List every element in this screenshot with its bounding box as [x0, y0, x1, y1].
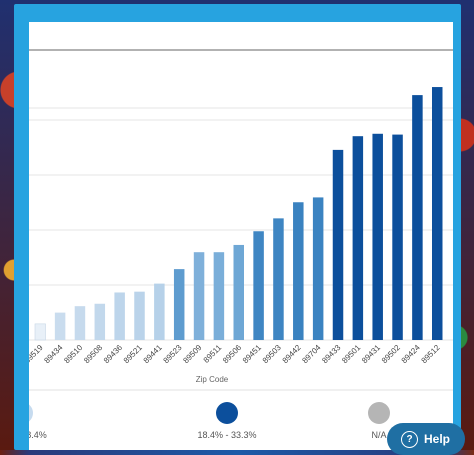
x-tick-label: 89442: [281, 343, 303, 365]
bar-89431: [372, 133, 383, 340]
x-tick-label: 89523: [162, 343, 184, 365]
x-tick-label: 89704: [300, 343, 322, 365]
x-axis-label: Zip Code: [196, 375, 229, 384]
legend-label-na: N/A: [371, 430, 387, 440]
bar-89436: [114, 292, 125, 340]
bar-89519: [34, 323, 46, 341]
bar-89433: [332, 149, 344, 340]
legend-dot-high: [216, 402, 238, 424]
x-tick-label: 89502: [380, 343, 402, 365]
legend-dot-low: [29, 402, 33, 424]
bar-89503: [273, 218, 284, 340]
bar-89442: [293, 202, 304, 340]
chart-panel: 89519 89434 89510 89508 89436 89521 89441 89523…: [29, 22, 453, 450]
legend-item-high: 18.4% - 33.3%: [177, 402, 277, 440]
x-tick-label: 89451: [241, 343, 263, 365]
x-tick-label: 89501: [340, 343, 362, 365]
bar-89434: [54, 312, 66, 340]
x-tick-label: 89433: [320, 343, 342, 365]
bar-89508: [94, 303, 106, 340]
bar-89509: [193, 252, 205, 340]
x-tick-label: 89510: [62, 343, 84, 365]
x-tick-label: 89509: [181, 343, 203, 365]
help-button[interactable]: ? Help: [387, 423, 465, 455]
legend-label-low: 18.4%: [29, 430, 47, 440]
help-label: Help: [424, 432, 451, 446]
bar-89502: [392, 134, 403, 340]
question-circle-icon: ?: [401, 430, 418, 448]
x-tick-label: 89519: [29, 343, 45, 365]
bar-89451: [253, 231, 264, 340]
bar-89511: [213, 252, 225, 340]
bar-89424: [412, 95, 423, 340]
legend-dot-na: [368, 402, 390, 424]
bar-89521: [134, 291, 145, 340]
bar-89510: [74, 306, 86, 340]
legend-item-low: 18.4%: [29, 402, 49, 440]
x-tick-label: 89512: [420, 343, 442, 365]
x-tick-label: 89508: [82, 343, 104, 365]
bar-89506: [233, 244, 244, 340]
bar-chart: 8951989434895108950889436895218944189523…: [29, 49, 453, 391]
x-tick-label: 89431: [360, 343, 382, 365]
bar-89704: [312, 197, 324, 340]
x-tick-label: 89441: [142, 343, 164, 365]
x-tick-label: 89521: [122, 343, 144, 365]
legend-label-high: 18.4% - 33.3%: [197, 430, 257, 440]
x-tick-label: 89511: [202, 343, 224, 365]
bar-89512: [432, 87, 443, 340]
bar-89441: [154, 283, 165, 340]
bar-89501: [352, 136, 364, 340]
x-tick-label: 89424: [400, 343, 422, 365]
x-tick-label: 89436: [102, 343, 124, 365]
legend-item-na: N/A: [359, 402, 399, 440]
x-tick-label: 89503: [261, 343, 283, 365]
bar-89523: [173, 269, 185, 340]
x-tick-label: 89434: [42, 343, 64, 365]
x-tick-label: 89506: [221, 343, 243, 365]
